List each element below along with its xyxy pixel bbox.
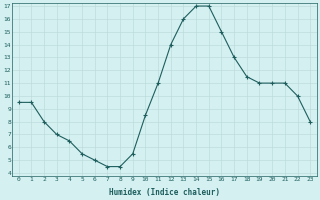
X-axis label: Humidex (Indice chaleur): Humidex (Indice chaleur) [109, 188, 220, 197]
